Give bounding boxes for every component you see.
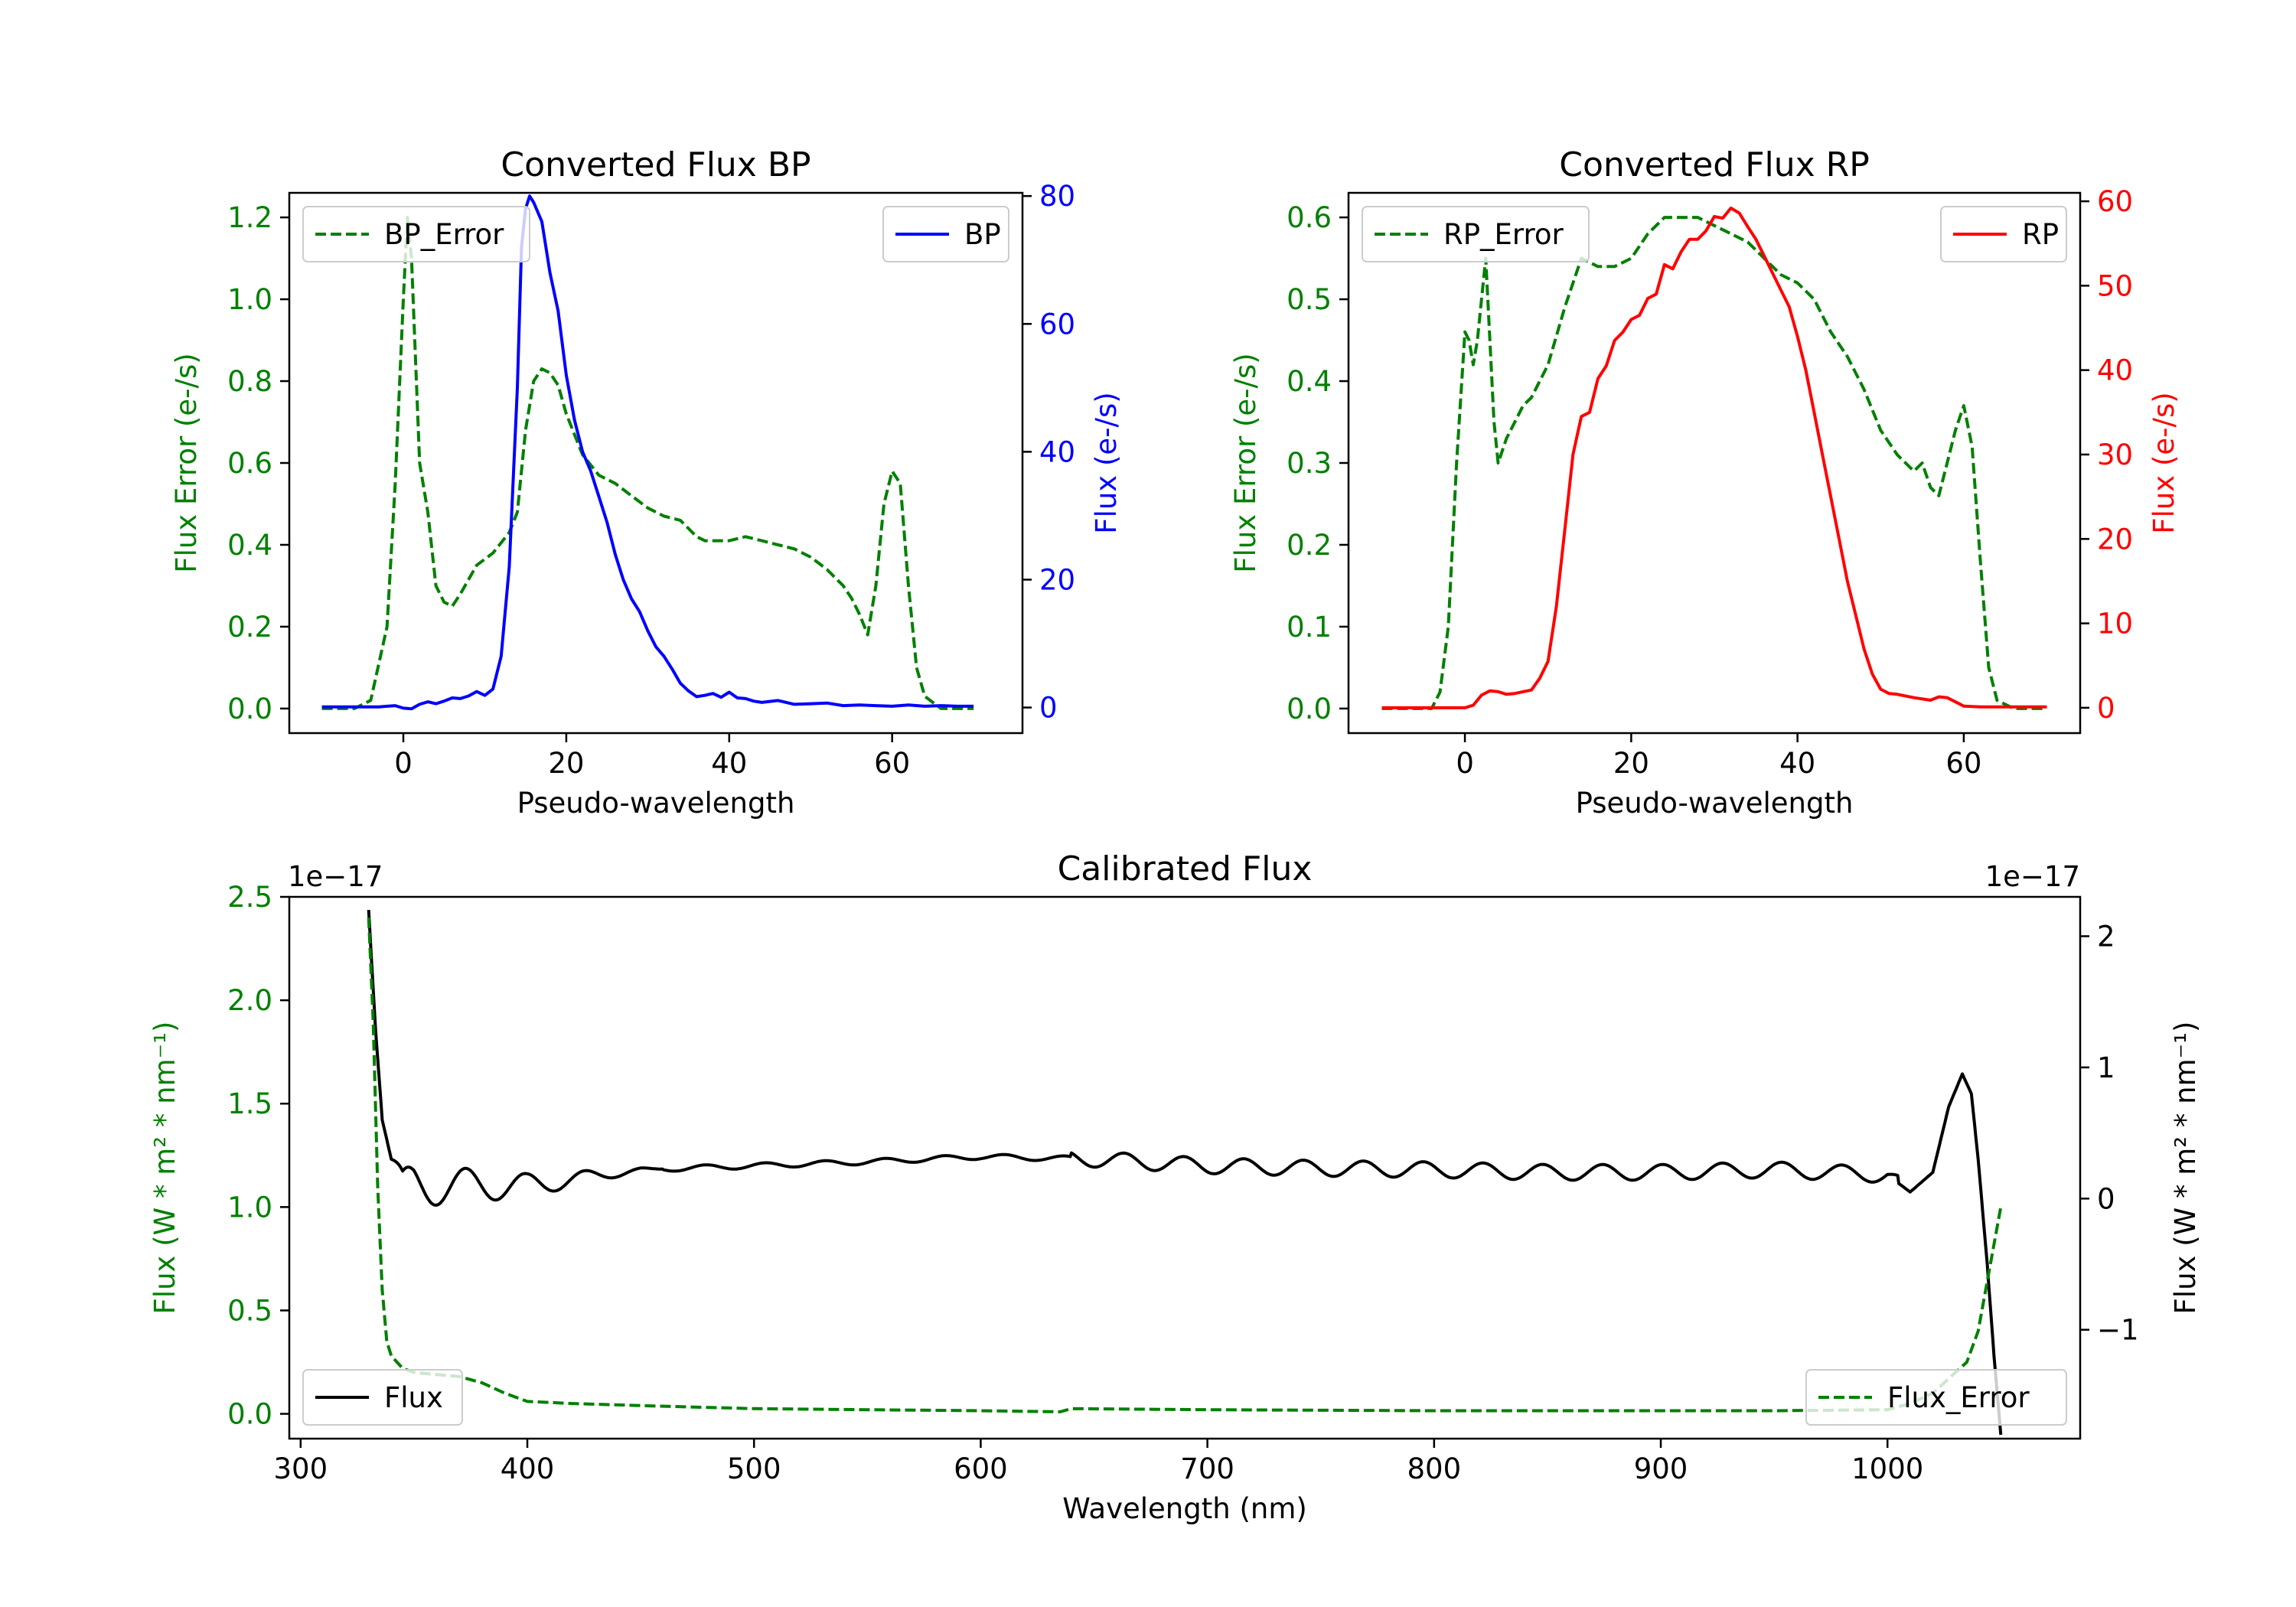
x-tick-label: 40 (711, 747, 747, 780)
legend-box (1362, 206, 1590, 262)
legend-bp-error: BP_Error (302, 206, 530, 262)
left-tick-label: 1.0 (227, 1191, 272, 1224)
legend-box (1805, 1369, 2067, 1426)
x-tick-label: 20 (548, 747, 584, 780)
series-line-bp-error (321, 216, 974, 710)
right-tick-label: 40 (1039, 435, 1075, 468)
x-tick-label: 600 (954, 1452, 1008, 1485)
x-tick-label: 60 (1945, 747, 1981, 780)
x-tick-label: 0 (394, 747, 413, 780)
right-tick-label: 20 (2097, 523, 2133, 556)
left-tick-label: 0.6 (227, 447, 272, 480)
legend-label: Flux_Error (1887, 1381, 2030, 1414)
plot-frame (288, 895, 2082, 1440)
right-tick-label: 60 (2097, 185, 2133, 218)
left-axis-label: Flux Error (e-/s) (1229, 353, 1262, 572)
left-tick-label: 0.1 (1287, 611, 1332, 644)
x-tick-label: 500 (727, 1452, 781, 1485)
right-tick-label: 50 (2097, 269, 2133, 302)
legend-label: RP_Error (1443, 218, 1564, 251)
left-offset-label: 1e−17 (288, 860, 383, 893)
left-tick-label: 0.4 (227, 529, 272, 562)
left-tick-label: 2.0 (227, 984, 272, 1017)
x-axis-label: Wavelength (nm) (1062, 1492, 1307, 1525)
legend-label: RP (2022, 218, 2059, 251)
right-tick-label: 80 (1039, 180, 1075, 213)
chart-title: Calibrated Flux (1058, 849, 1313, 888)
right-tick-label: 10 (2097, 608, 2133, 641)
left-tick-label: 1.5 (227, 1087, 272, 1120)
legend-flux: Flux (302, 1369, 463, 1426)
x-tick-label: 60 (874, 747, 910, 780)
x-tick-label: 300 (273, 1452, 328, 1485)
series-line-rp (1381, 206, 2047, 709)
right-axis-label: Flux (e-/s) (2148, 392, 2180, 533)
left-tick-label: 0.0 (227, 1398, 272, 1431)
right-tick-label: −1 (2097, 1314, 2139, 1347)
right-tick-label: 1 (2097, 1051, 2115, 1084)
x-tick-label: 700 (1180, 1452, 1234, 1485)
left-tick-label: 0.0 (227, 693, 272, 725)
legend-label: Flux (384, 1381, 443, 1414)
right-tick-label: 40 (2097, 354, 2133, 387)
legend-bp: BP (882, 206, 1009, 262)
left-tick-label: 1.0 (227, 283, 272, 316)
legend-box (302, 206, 530, 262)
chart-panel-3: Calibrated Flux 300 400 500 600 700 800 900 1000… (148, 849, 2202, 1525)
chart-panel-1: Converted Flux BP 0 20 40 60 Pseudo-wavelengt… (170, 145, 1123, 820)
legend-rp: RP (1940, 206, 2067, 262)
series-line-rp-error (1381, 216, 2047, 710)
legend-box (302, 1369, 463, 1426)
left-tick-label: 0.3 (1287, 447, 1332, 480)
chart-panel-2: Converted Flux RP 0 20 40 60 Pseudo-wavelengt… (1229, 145, 2180, 820)
left-tick-label: 1.2 (227, 201, 272, 234)
left-tick-label: 0.5 (227, 1294, 272, 1327)
chart-title: Converted Flux RP (1559, 145, 1870, 184)
left-tick-label: 0.0 (1287, 693, 1332, 725)
legend-flux-error: Flux_Error (1805, 1369, 2067, 1426)
right-tick-label: 2 (2097, 920, 2115, 953)
series-line-flux (367, 909, 2003, 1436)
x-tick-label: 1000 (1851, 1452, 1923, 1485)
left-tick-label: 0.2 (1287, 529, 1332, 562)
x-tick-label: 40 (1779, 747, 1815, 780)
left-tick-label: 0.4 (1287, 365, 1332, 398)
legend-label: BP (964, 218, 1001, 251)
right-axis-label: Flux (W * m² * nm⁻¹) (2169, 1022, 2202, 1315)
legend-label: BP_Error (384, 218, 504, 251)
left-tick-label: 0.6 (1287, 201, 1332, 234)
series-line-flux-error (367, 917, 2003, 1413)
plot-frame (288, 191, 1024, 735)
right-tick-label: 0 (2097, 1182, 2115, 1215)
plot-frame (1347, 191, 2082, 735)
left-tick-label: 2.5 (227, 881, 272, 914)
right-tick-label: 30 (2097, 438, 2133, 471)
right-axis-label: Flux (e-/s) (1090, 392, 1123, 533)
right-tick-label: 20 (1039, 563, 1075, 596)
legend-rp-error: RP_Error (1362, 206, 1590, 262)
left-tick-label: 0.8 (227, 365, 272, 398)
x-tick-label: 0 (1456, 747, 1474, 780)
left-tick-label: 0.5 (1287, 283, 1332, 316)
right-tick-label: 0 (1039, 692, 1058, 725)
x-tick-label: 20 (1613, 747, 1649, 780)
chart-title: Converted Flux BP (501, 145, 810, 184)
x-tick-label: 800 (1407, 1452, 1462, 1485)
left-axis-label: Flux (W * m² * nm⁻¹) (148, 1022, 181, 1315)
x-axis-label: Pseudo-wavelength (517, 787, 795, 820)
series-line-bp (321, 194, 974, 711)
x-tick-label: 900 (1634, 1452, 1688, 1485)
left-axis-label: Flux Error (e-/s) (170, 353, 203, 572)
x-tick-label: 400 (501, 1452, 555, 1485)
right-tick-label: 60 (1039, 308, 1075, 341)
right-offset-label: 1e−17 (1985, 860, 2080, 893)
x-axis-label: Pseudo-wavelength (1576, 787, 1854, 820)
left-tick-label: 0.2 (227, 611, 272, 644)
right-tick-label: 0 (2097, 692, 2115, 725)
